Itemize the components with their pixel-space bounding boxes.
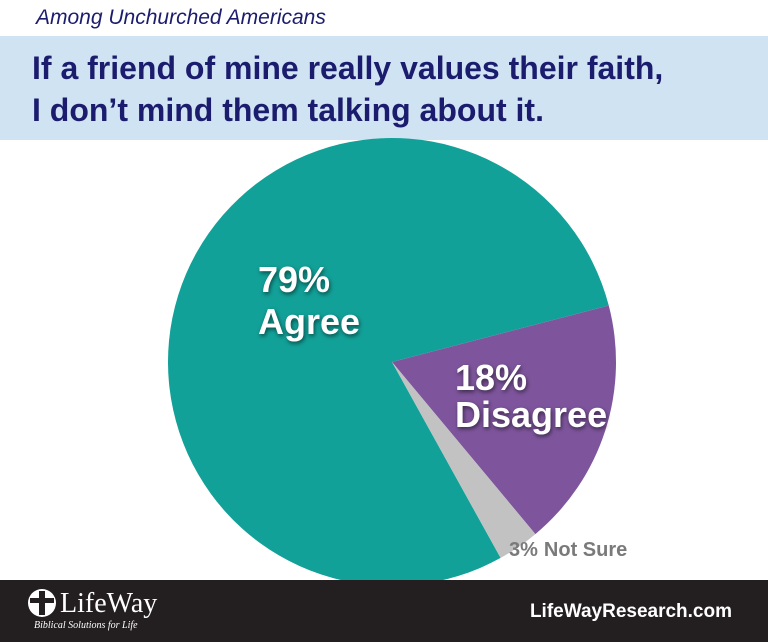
category-label: Disagree: [455, 394, 607, 435]
pie: [167, 138, 616, 586]
pie-slice: [167, 138, 609, 586]
labels: 79%Agree 18%Disagree 3% Not Sure: [258, 259, 627, 561]
chart-title: I don’t mind them talking about it.: [32, 92, 544, 128]
chart-title: If a friend of mine really values their …: [32, 50, 663, 86]
pie-slice: [392, 305, 616, 535]
subtitle: Among Unchurched Americans: [34, 6, 326, 29]
website: LifeWayResearch.com: [530, 601, 732, 622]
value-label: 3%: [509, 539, 538, 561]
category-label: Not Sure: [544, 539, 627, 561]
title-band: [0, 36, 768, 140]
logo-text: LifeWay: [60, 588, 157, 619]
category-label: Agree: [258, 301, 360, 342]
slice-label: 3% Not Sure: [509, 539, 627, 561]
logo-icon: [28, 589, 56, 617]
pie-slice: [392, 362, 536, 558]
value-label: 18%: [455, 357, 527, 398]
value-label: 79%: [258, 259, 330, 300]
footer-band: [0, 580, 768, 642]
tagline: Biblical Solutions for Life: [34, 620, 138, 631]
